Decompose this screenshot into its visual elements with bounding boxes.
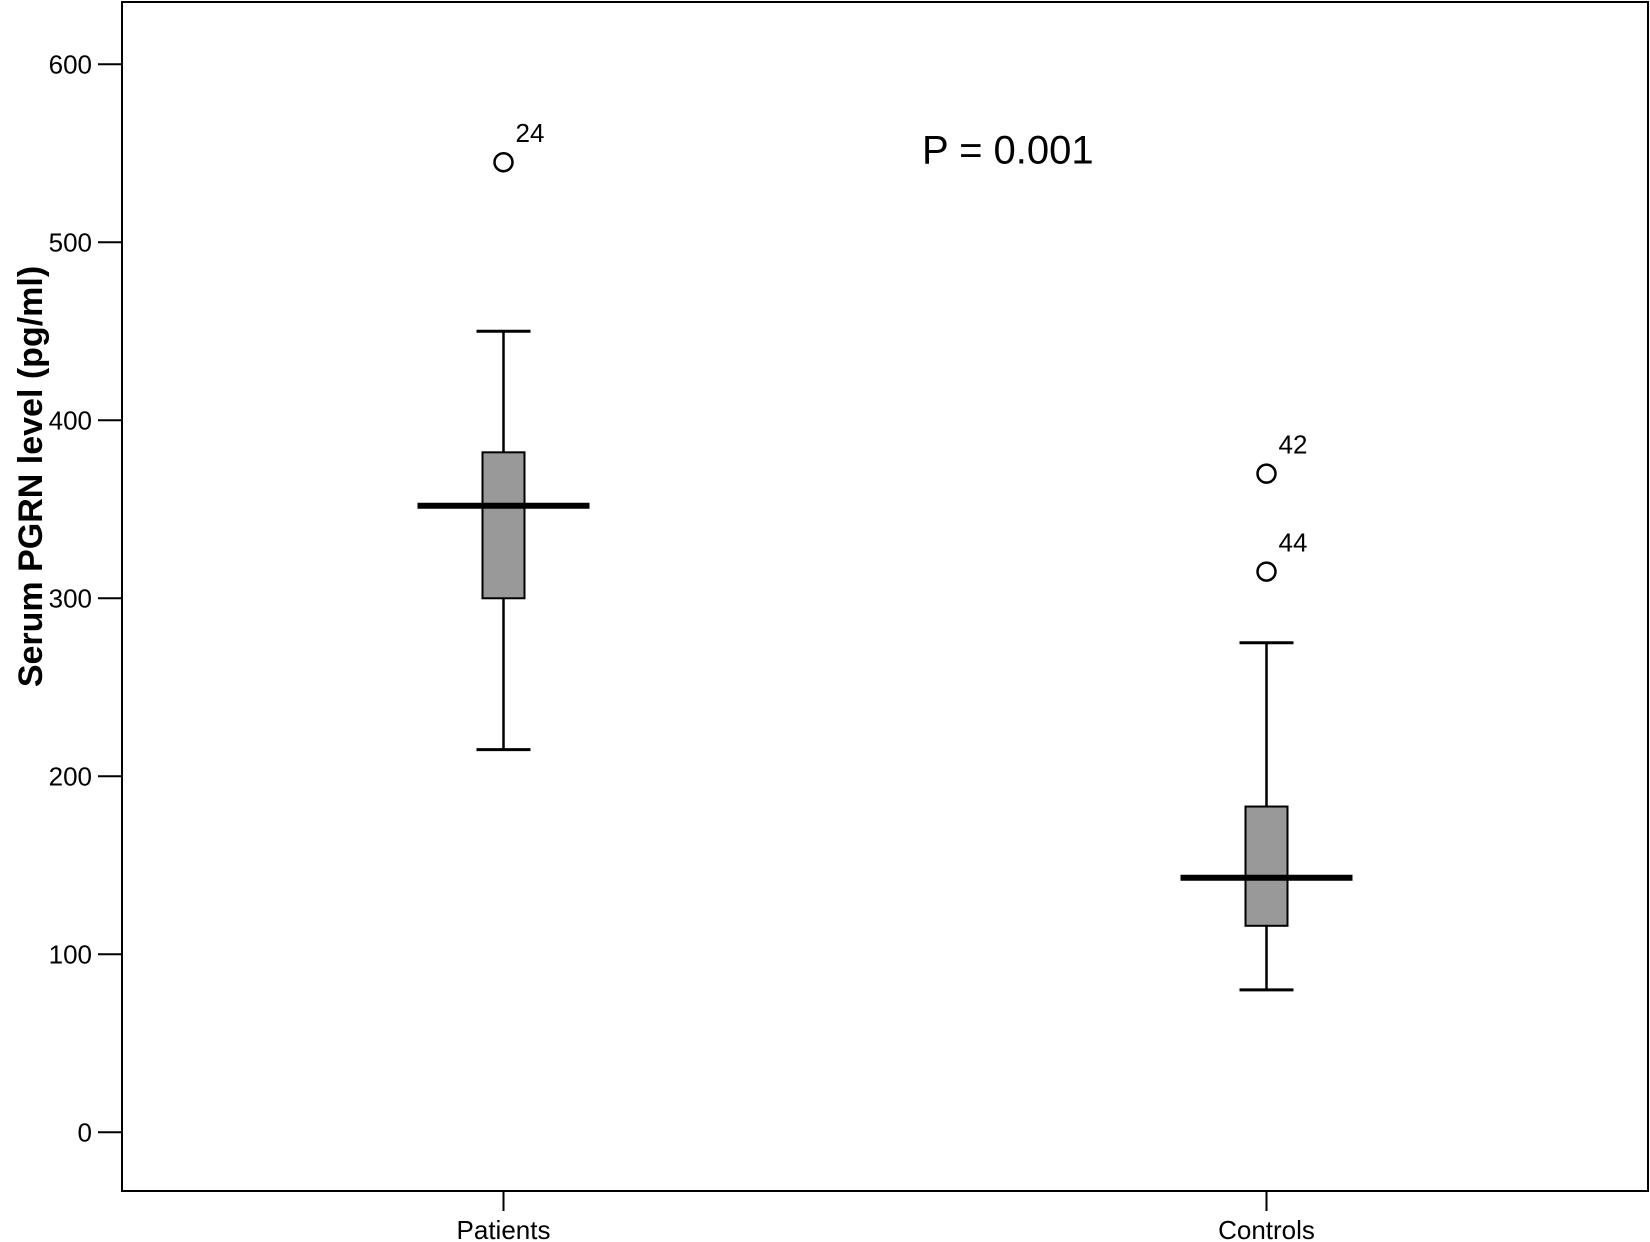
- box-controls: 42 44: [1180, 430, 1353, 992]
- y-tick-label: 400: [49, 405, 92, 435]
- y-axis-label: Serum PGRN level (pg/ml): [12, 266, 50, 687]
- x-tick-label: Controls: [1218, 1215, 1315, 1242]
- box-patients: 24: [417, 118, 590, 752]
- y-tick-label: 100: [49, 939, 92, 969]
- y-tick-label: 500: [49, 227, 92, 257]
- y-axis: 0 100 200 300 400 500 600: [49, 49, 122, 1147]
- outlier-point: [1256, 463, 1277, 484]
- y-tick-label: 300: [49, 583, 92, 613]
- boxes: 24 42 44: [417, 118, 1353, 992]
- outlier-point: [1256, 561, 1277, 582]
- x-axis: Patients Controls: [457, 1191, 1315, 1242]
- x-tick-label: Patients: [457, 1215, 551, 1242]
- y-tick-label: 600: [49, 49, 92, 79]
- p-value-annotation: P = 0.001: [922, 129, 1094, 173]
- iqr-box: [1244, 805, 1289, 927]
- y-tick-label: 200: [49, 761, 92, 791]
- y-tick-label: 0: [78, 1117, 92, 1147]
- outlier-point: [493, 151, 514, 173]
- outlier-label: 44: [1279, 528, 1308, 558]
- plot-frame: [121, 1, 1649, 1192]
- iqr-box: [481, 451, 526, 600]
- outlier-label: 24: [516, 118, 545, 148]
- outlier-label: 42: [1279, 430, 1308, 460]
